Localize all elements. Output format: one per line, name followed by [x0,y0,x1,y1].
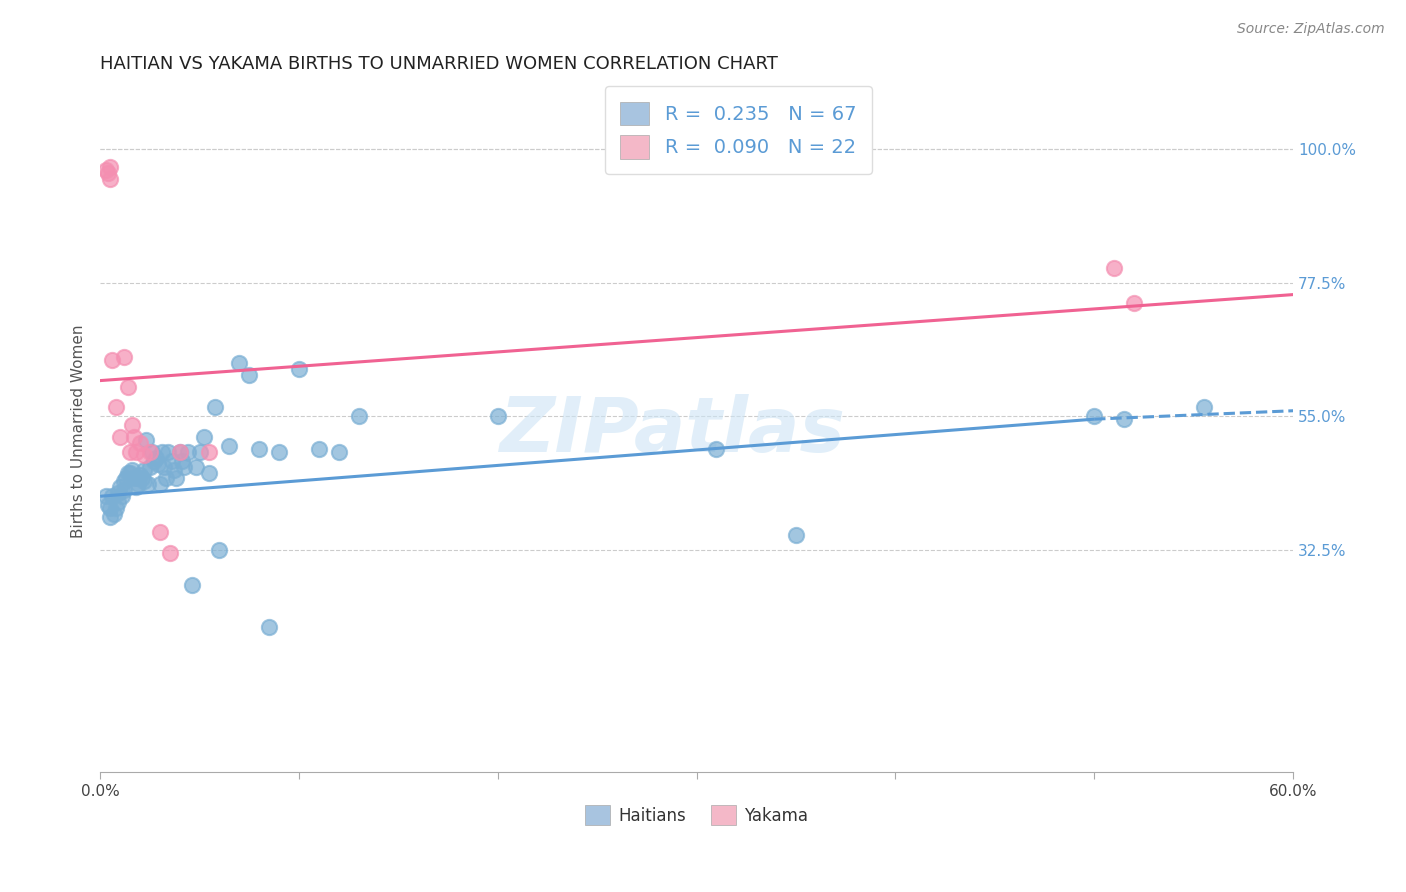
Point [1112,412,1135,426]
Point [142,453,165,467]
Point [169,444,191,458]
Point [198,444,221,458]
Point [122,471,145,485]
Point [169,444,191,458]
Point [98,160,121,174]
Point [117,466,139,480]
Point [288,361,311,376]
Point [97,498,120,512]
Point [204,401,226,415]
Point [107,486,129,500]
Point [257,620,280,634]
Point [706,442,728,456]
Point [328,444,350,458]
Point [156,444,179,458]
Point [247,442,270,456]
Point [136,477,159,491]
Text: HAITIAN VS YAKAMA BIRTHS TO UNMARRIED WOMEN CORRELATION CHART: HAITIAN VS YAKAMA BIRTHS TO UNMARRIED WO… [100,55,778,73]
Point [132,448,155,462]
Point [180,578,202,592]
Point [105,501,128,516]
Point [118,466,141,480]
Point [184,459,207,474]
Point [94,163,117,178]
Point [135,433,157,447]
Point [218,439,240,453]
Point [176,444,198,458]
Point [127,471,149,485]
Point [115,471,138,485]
Point [121,418,143,433]
Point [132,475,155,489]
Point [131,471,153,485]
Point [139,459,162,474]
Text: Source: ZipAtlas.com: Source: ZipAtlas.com [1237,22,1385,37]
Point [228,356,250,370]
Point [101,352,124,367]
Point [308,442,330,456]
Point [108,480,131,494]
Point [125,480,148,494]
Point [159,546,181,560]
Legend: Haitians, Yakama: Haitians, Yakama [578,798,815,832]
Point [1102,260,1125,275]
Point [267,444,290,458]
Text: ZIPatlas: ZIPatlas [499,394,845,468]
Point [150,444,173,458]
Point [155,471,177,485]
Point [125,444,148,458]
Point [112,475,135,489]
Point [132,462,155,476]
Point [98,172,121,186]
Point [160,453,183,467]
Point [486,409,509,424]
Point [347,409,370,424]
Point [128,435,150,450]
Point [139,444,162,458]
Point [121,462,143,476]
Point [117,379,139,393]
Point [128,468,150,483]
Point [165,471,187,485]
Point [145,450,167,465]
Point [97,166,120,180]
Point [149,477,172,491]
Point [105,401,128,415]
Point [98,510,121,524]
Point [98,501,121,516]
Point [111,489,134,503]
Point [103,507,125,521]
Point [173,459,195,474]
Point [108,430,131,444]
Point [112,350,135,364]
Point [118,444,141,458]
Point [163,462,186,476]
Point [170,453,193,467]
Point [107,495,129,509]
Point [101,489,124,503]
Point [208,542,231,557]
Point [188,444,211,458]
Point [238,368,260,382]
Point [152,459,174,474]
Point [141,444,163,458]
Point [127,477,149,491]
Point [193,430,215,444]
Point [149,524,172,539]
Point [198,466,221,480]
Point [1192,401,1215,415]
Point [1123,296,1146,310]
Point [1083,409,1105,424]
Point [112,483,135,498]
Y-axis label: Births to Unmarried Women: Births to Unmarried Women [72,325,86,538]
Point [785,528,807,542]
Point [94,489,117,503]
Point [122,430,145,444]
Point [146,457,169,471]
